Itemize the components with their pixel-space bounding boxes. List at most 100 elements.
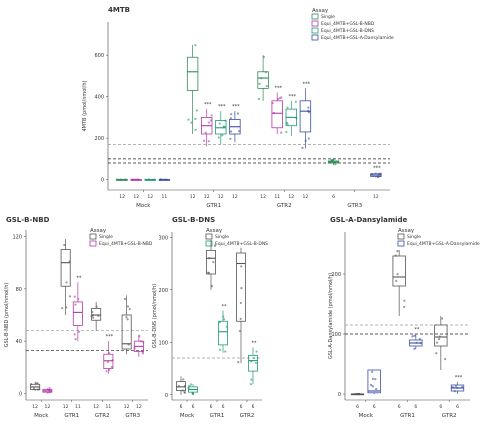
data-point — [126, 318, 129, 321]
n-label: 12 — [32, 404, 38, 410]
significance-label: *** — [455, 375, 463, 381]
data-point — [144, 178, 147, 181]
data-point — [73, 295, 76, 298]
data-point — [195, 109, 198, 112]
data-point — [77, 297, 80, 301]
data-point — [334, 163, 337, 166]
x-tick-label: GTR2 — [240, 413, 255, 419]
chart-title: GSL-B-NBD — [6, 216, 50, 224]
box-mock-2: 6 — [187, 383, 198, 410]
x-tick-label: GTR2 — [442, 413, 457, 419]
y-tick-label: 300 — [158, 235, 168, 241]
data-point — [229, 137, 232, 140]
data-point — [218, 348, 222, 351]
data-point — [237, 361, 240, 364]
box-gtr2-2: ** 6 — [248, 341, 258, 410]
data-point — [194, 44, 197, 47]
data-point — [460, 385, 464, 389]
data-point — [74, 303, 77, 306]
n-label: 11 — [162, 194, 168, 200]
data-point — [280, 131, 283, 134]
data-point — [78, 330, 81, 333]
legend-swatch — [311, 27, 319, 34]
data-point — [65, 306, 68, 309]
legend-entry: Equi_4MTB+GSL-A-Dansylamide — [321, 35, 394, 41]
data-point — [435, 352, 438, 355]
data-point — [48, 388, 51, 392]
data-point — [190, 121, 193, 124]
data-point — [222, 318, 226, 321]
box-gtr3-2: 12 — [133, 334, 145, 410]
data-point — [182, 378, 185, 381]
data-point — [49, 390, 52, 394]
significance-label: ** — [252, 341, 258, 347]
y-tick-label: 0 — [165, 393, 168, 399]
x-tick-label: Mock — [359, 413, 374, 419]
chart-panel-2: GSL-B-NBD 0 40 80 120 GSL-B-NBD (pmol/nmol/h)… — [4, 216, 153, 419]
data-point — [376, 175, 379, 178]
data-point — [396, 250, 399, 253]
y-axis-label: GSL-B-NBD (pmol/nmol/h) — [4, 283, 10, 348]
data-point — [301, 146, 304, 149]
box-body — [236, 252, 246, 322]
data-point — [123, 297, 127, 301]
data-point — [286, 106, 289, 109]
data-point — [394, 254, 397, 257]
data-point — [222, 315, 225, 318]
box-gtr2-1: 6 — [236, 247, 246, 410]
data-point — [127, 343, 130, 346]
legend-entry: Equi_4MTB+GSL-B-NBD — [321, 21, 375, 27]
data-point — [375, 388, 378, 391]
data-point — [38, 388, 41, 391]
box-gtr2-4: *** 12 — [299, 81, 312, 200]
data-point — [119, 178, 122, 181]
n-label: 12 — [124, 404, 130, 410]
data-point — [183, 384, 187, 388]
legend-entry: Equi_4MTB+GSL-B-DNS — [215, 241, 268, 247]
data-point — [250, 360, 253, 363]
data-point — [212, 261, 215, 264]
data-point — [68, 260, 71, 263]
data-point — [438, 335, 441, 338]
chart-panel-3: GSL-B-DNS 0 100 200 300 GSL-B-DNS (pmol/nmol/… — [152, 216, 268, 419]
n-label: 6 — [180, 404, 183, 410]
data-point — [95, 305, 98, 308]
box-body — [248, 354, 258, 372]
data-point — [115, 178, 118, 181]
box-gtr1-2: ** 6 — [218, 304, 228, 410]
box-body — [257, 71, 269, 89]
data-point — [181, 389, 184, 392]
data-point — [68, 295, 72, 298]
x-tick-label: Mock — [136, 203, 151, 209]
box-mock-2: 12 — [130, 178, 142, 200]
y-tick-label: 200 — [331, 272, 341, 278]
legend-swatch — [205, 240, 213, 247]
data-point — [110, 365, 113, 369]
box-gtr2-3: *** 12 — [285, 94, 298, 200]
data-point — [189, 383, 193, 386]
box-gtr1-4: *** 12 — [229, 104, 241, 200]
data-point — [403, 299, 406, 302]
n-label: 12 — [119, 194, 125, 200]
n-label: 11 — [105, 404, 111, 410]
data-point — [191, 392, 195, 396]
legend-swatch — [89, 233, 97, 240]
box-gtr2-2: *** 11 — [103, 334, 114, 410]
n-label: 12 — [260, 194, 266, 200]
chart-title: 4MTB — [108, 6, 130, 14]
data-point — [441, 317, 444, 320]
n-label: 6 — [240, 404, 243, 410]
significance-label: *** — [204, 102, 212, 108]
y-tick-label: 200 — [158, 288, 168, 294]
data-point — [229, 130, 233, 133]
box-gtr2-2: *** 11 — [271, 86, 283, 200]
data-point — [370, 383, 373, 387]
data-point — [207, 271, 211, 275]
n-label: 12 — [218, 194, 224, 200]
box-body — [299, 100, 312, 133]
x-tick-label: GTR3 — [125, 413, 140, 419]
box-mock-1: 12 — [30, 381, 41, 410]
data-point — [255, 350, 258, 353]
n-label: 6 — [252, 404, 255, 410]
data-point — [61, 307, 64, 310]
